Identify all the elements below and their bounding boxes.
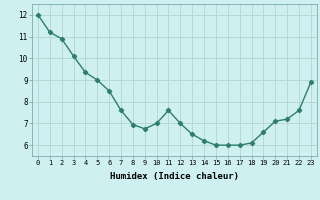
X-axis label: Humidex (Indice chaleur): Humidex (Indice chaleur) <box>110 172 239 181</box>
